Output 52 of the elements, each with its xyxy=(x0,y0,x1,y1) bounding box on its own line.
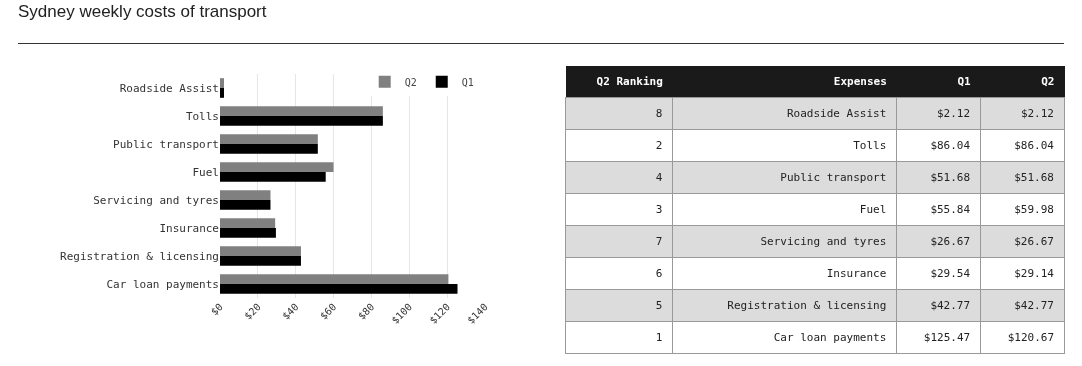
y-tick-label: Registration & licensing xyxy=(60,249,219,263)
category-label: Q2 xyxy=(980,66,1065,98)
text: $51.68 xyxy=(930,171,971,184)
text: $26.67 xyxy=(930,235,971,248)
text: 4 xyxy=(655,171,663,184)
y-tick-label: Car loan payments xyxy=(106,277,219,291)
x-tick-label: $0 xyxy=(208,301,225,318)
text: $26.67 xyxy=(1014,235,1054,248)
text: $55.84 xyxy=(930,203,971,216)
text: Tolls xyxy=(853,139,887,152)
x-tick-label: $80 xyxy=(355,301,377,322)
text: Servicing and tyres xyxy=(760,235,887,248)
text: $29.14 xyxy=(1014,267,1054,280)
y-tick-label: Servicing and tyres xyxy=(93,193,219,207)
category-label: Q1 xyxy=(896,66,981,98)
category-label: Q2 Ranking xyxy=(565,66,673,98)
text: $125.47 xyxy=(923,331,971,344)
y-tick-label: Public transport xyxy=(113,137,219,151)
category-label: Expenses xyxy=(672,66,897,98)
y-tick-label: Tolls xyxy=(185,109,219,123)
text: Car loan payments xyxy=(773,331,887,344)
text: Public transport xyxy=(780,171,887,184)
text: $2.12 xyxy=(1020,107,1054,120)
text: Insurance xyxy=(826,267,887,280)
text: Registration & licensing xyxy=(727,299,887,312)
text: $2.12 xyxy=(937,107,971,120)
y-tick-label: Fuel xyxy=(192,165,219,179)
text: 6 xyxy=(655,267,663,280)
text: $42.77 xyxy=(1014,299,1054,312)
x-tick-label: $20 xyxy=(242,301,263,322)
text: 5 xyxy=(655,299,663,312)
text: 7 xyxy=(655,235,663,248)
y-tick-label: Roadside Assist xyxy=(119,81,219,95)
y-tick-label: Insurance xyxy=(159,221,219,235)
text: Fuel xyxy=(859,203,887,216)
x-tick-label: $60 xyxy=(317,301,339,322)
text: 1 xyxy=(655,331,663,344)
text: $86.04 xyxy=(1014,139,1054,152)
x-tick-label: $40 xyxy=(280,301,301,322)
text: Roadside Assist xyxy=(786,107,887,120)
text: $59.98 xyxy=(1014,203,1054,216)
text: $42.77 xyxy=(930,299,971,312)
legend-label: Q1 xyxy=(461,76,474,88)
text: $29.54 xyxy=(930,267,971,280)
text: $120.67 xyxy=(1007,331,1054,344)
legend-label: Q2 xyxy=(404,76,417,88)
text: $86.04 xyxy=(930,139,971,152)
text: 2 xyxy=(655,139,663,152)
text: 3 xyxy=(655,203,663,216)
text: $51.68 xyxy=(1014,171,1054,184)
chart-title: Sydney weekly costs of transport xyxy=(18,2,267,22)
text: 8 xyxy=(655,107,663,120)
